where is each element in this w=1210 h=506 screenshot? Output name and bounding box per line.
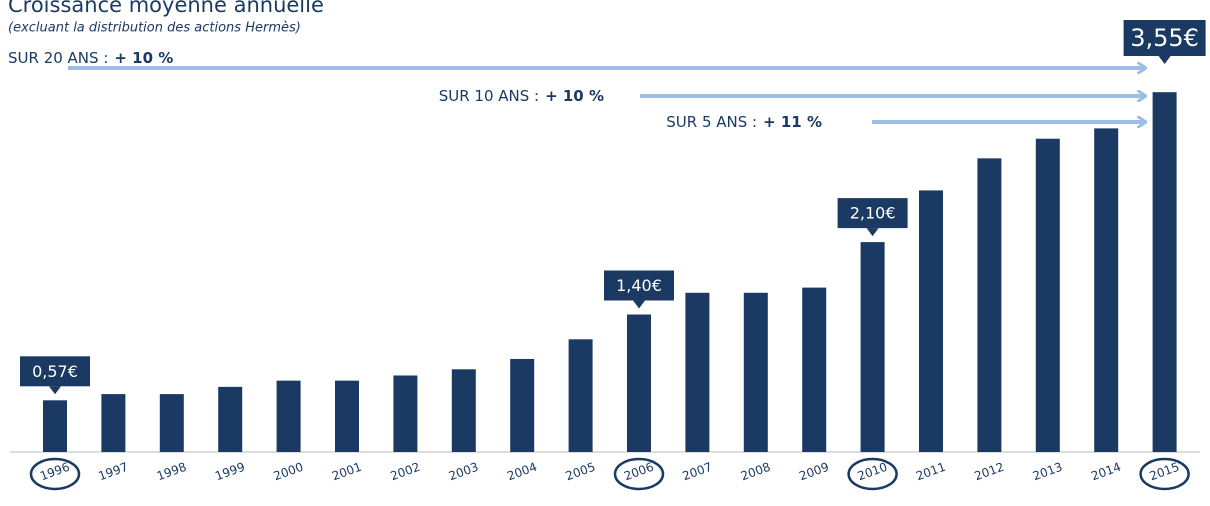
bar: [1094, 128, 1119, 452]
x-tick-label: 2007: [680, 460, 713, 484]
bar: [568, 339, 593, 452]
bar: [159, 394, 184, 452]
value-label-box: [837, 198, 908, 229]
value-label: 3,55€: [1130, 24, 1199, 52]
year-highlight: [29, 457, 81, 491]
bar: [919, 190, 943, 452]
value-label-pointer: [633, 300, 645, 309]
bar: [276, 380, 301, 452]
x-tick-label: 2006: [622, 460, 655, 484]
bar: [335, 380, 359, 452]
bar: [627, 314, 651, 452]
growth-rate: + 10 %: [114, 49, 173, 67]
value-label-box: [20, 356, 90, 387]
year-highlight: [847, 457, 898, 491]
bar: [685, 292, 710, 452]
growth-annotation: SUR 5 ANS : + 11 %: [666, 113, 822, 131]
bar: [802, 287, 827, 452]
value-label-pointer: [1158, 56, 1171, 64]
growth-annotation: SUR 20 ANS : + 10 %: [8, 49, 173, 67]
x-tick-label: 2011: [914, 460, 947, 484]
year-highlight: [613, 457, 665, 491]
x-tick-label: 1998: [155, 460, 188, 484]
chart-subtitle: (excluant la distribution des actions He…: [8, 21, 301, 36]
x-tick-label: 2013: [1031, 460, 1064, 484]
x-tick-label: 2002: [388, 460, 421, 484]
value-label-pointer: [49, 386, 61, 395]
x-tick-label: 2003: [447, 460, 480, 484]
x-tick-label: 1996: [38, 460, 71, 484]
x-tick-label: 2009: [797, 460, 830, 484]
bar: [860, 242, 885, 452]
bar: [1035, 138, 1060, 453]
value-label-box: [1123, 20, 1206, 56]
x-tick-label: 2014: [1089, 460, 1122, 484]
growth-period: SUR 20 ANS :: [8, 49, 108, 67]
chart-title: Croissance moyenne annuelle: [8, 0, 324, 17]
value-label-box: [604, 270, 674, 301]
bar: [393, 375, 418, 452]
bar: [451, 369, 476, 452]
x-tick-label: 1999: [213, 460, 246, 484]
value-label: 1,40€: [616, 276, 662, 295]
bar: [977, 158, 1002, 453]
x-tick-label: 2015: [1148, 460, 1181, 484]
growth-annotation: SUR 10 ANS : + 10 %: [439, 87, 604, 105]
growth-period: SUR 5 ANS :: [666, 113, 757, 131]
growth-rate: + 11 %: [763, 113, 822, 131]
growth-rate: + 10 %: [545, 87, 604, 105]
x-tick-label: 2005: [564, 460, 597, 484]
bar: [218, 386, 243, 452]
x-tick-label: 2001: [330, 460, 363, 484]
bar: [1152, 92, 1177, 452]
x-tick-label: 2000: [272, 460, 305, 484]
x-tick-label: 1997: [96, 460, 129, 484]
x-tick-label: 2012: [972, 460, 1005, 484]
bar: [510, 358, 535, 452]
x-tick-label: 2008: [739, 460, 772, 484]
growth-period: SUR 10 ANS :: [439, 87, 539, 105]
year-highlight: [1139, 457, 1190, 491]
value-label: 0,57€: [32, 362, 78, 381]
value-label-pointer: [866, 228, 879, 237]
bar: [43, 400, 67, 452]
x-tick-label: 2010: [856, 460, 889, 484]
annotations: SUR 20 ANS : + 10 %SUR 10 ANS : + 10 %SUR …: [8, 49, 1145, 131]
bar: [743, 292, 768, 452]
value-label: 2,10€: [850, 204, 896, 223]
bar: [101, 394, 126, 452]
x-tick-label: 2004: [505, 460, 538, 484]
